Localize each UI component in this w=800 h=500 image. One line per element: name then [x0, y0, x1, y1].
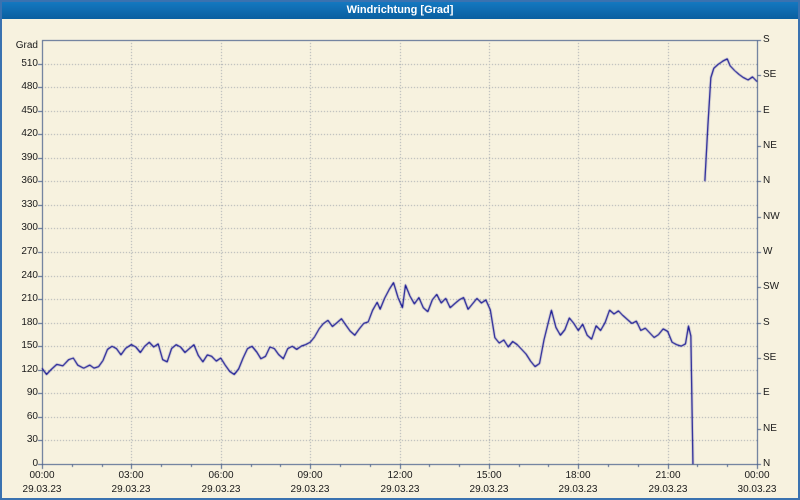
x-axis-time-label: 12:00: [387, 470, 413, 481]
y-axis-tick-label: 210: [21, 293, 38, 304]
chart-title: Windrichtung [Grad]: [346, 4, 454, 16]
y-axis-tick-label: 270: [21, 246, 38, 257]
y-axis-tick-label: 180: [21, 317, 38, 328]
x-axis-time-label: 18:00: [565, 470, 591, 481]
compass-tick-label: W: [763, 246, 773, 257]
x-axis-date-label: 29.03.23: [22, 484, 62, 495]
x-axis-time-label: 21:00: [655, 470, 681, 481]
y-axis-tick-label: 240: [21, 270, 38, 281]
compass-tick-label: E: [763, 387, 770, 398]
x-axis-time-label: 03:00: [118, 470, 144, 481]
x-axis-time-label: 06:00: [208, 470, 234, 481]
compass-tick-label: S: [763, 317, 770, 328]
x-axis-time-label: 00:00: [29, 470, 55, 481]
y-axis-tick-label: 30: [26, 434, 38, 445]
x-axis-date-label: 29.03.23: [558, 484, 598, 495]
y-axis-unit-label: Grad: [15, 40, 38, 51]
x-axis-time-label: 09:00: [297, 470, 323, 481]
y-axis-tick-label: 480: [21, 81, 38, 92]
y-axis-tick-label: 300: [21, 222, 38, 233]
y-axis-tick-label: 450: [21, 105, 38, 116]
compass-tick-label: NE: [763, 423, 777, 434]
compass-tick-label: SE: [763, 69, 777, 80]
x-axis-date-label: 29.03.23: [111, 484, 151, 495]
y-axis-tick-label: 330: [21, 199, 38, 210]
y-axis-tick-label: 120: [21, 364, 38, 375]
x-axis-time-label: 15:00: [476, 470, 502, 481]
y-axis-tick-label: 60: [26, 411, 38, 422]
compass-tick-label: N: [763, 175, 771, 186]
x-axis-date-label: 29.03.23: [290, 484, 330, 495]
compass-tick-label: S: [763, 34, 770, 45]
y-axis-tick-label: 90: [26, 387, 38, 398]
compass-tick-label: SW: [763, 281, 780, 292]
y-axis-tick-label: 420: [21, 128, 38, 139]
x-axis-time-label: 00:00: [744, 470, 770, 481]
x-axis-date-label: 29.03.23: [201, 484, 241, 495]
compass-tick-label: N: [763, 458, 771, 469]
compass-tick-label: E: [763, 105, 770, 116]
y-axis-tick-label: 390: [21, 152, 38, 163]
x-axis-date-label: 29.03.23: [469, 484, 509, 495]
x-axis-date-label: 29.03.23: [380, 484, 420, 495]
x-axis-date-label: 29.03.23: [648, 484, 688, 495]
chart-title-bar: Windrichtung [Grad]: [2, 2, 798, 19]
y-axis-tick-label: 360: [21, 175, 38, 186]
compass-tick-label: SE: [763, 352, 777, 363]
y-axis-tick-label: 150: [21, 340, 38, 351]
y-axis-tick-label: 510: [21, 58, 38, 69]
compass-tick-label: NW: [763, 211, 780, 222]
y-axis-tick-label: 0: [32, 458, 38, 469]
x-axis-date-label: 30.03.23: [737, 484, 777, 495]
compass-tick-label: NE: [763, 140, 777, 151]
